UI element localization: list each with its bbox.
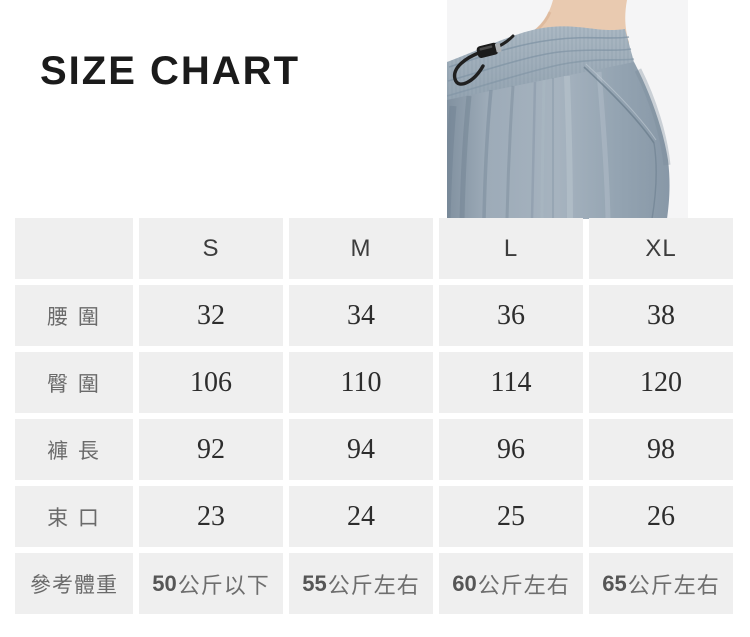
page-title: SIZE CHART	[40, 49, 300, 93]
cuff-m: 24	[289, 486, 433, 547]
waist-l: 36	[439, 285, 583, 346]
row-label-cuff: 束 口	[15, 486, 133, 547]
row-label-pant-length: 褲 長	[15, 419, 133, 480]
weight-m-unit: 公斤左右	[327, 572, 420, 598]
length-m: 94	[289, 419, 433, 480]
hip-l: 114	[439, 352, 583, 413]
length-l: 96	[439, 419, 583, 480]
weight-l-number: 60	[452, 570, 477, 596]
weight-xl: 65 公斤左右	[589, 553, 733, 614]
hip-m: 110	[289, 352, 433, 413]
waist-s: 32	[139, 285, 283, 346]
weight-s-number: 50	[152, 570, 177, 596]
cuff-xl: 26	[589, 486, 733, 547]
weight-l-unit: 公斤左右	[477, 572, 570, 598]
col-header-blank	[15, 218, 133, 279]
col-header-l: L	[439, 218, 583, 279]
row-label-waist: 腰 圍	[15, 285, 133, 346]
hip-xl: 120	[589, 352, 733, 413]
size-chart-table: S M L XL 腰 圍 32 34 36 38 臀 圍 106 110 114…	[15, 218, 733, 614]
weight-xl-unit: 公斤左右	[627, 572, 720, 598]
weight-s: 50 公斤以下	[139, 553, 283, 614]
cuff-l: 25	[439, 486, 583, 547]
pants-photo-illustration	[447, 0, 688, 219]
drawstring-toggle	[476, 42, 502, 58]
weight-xl-number: 65	[602, 570, 627, 596]
weight-m: 55 公斤左右	[289, 553, 433, 614]
row-label-hip: 臀 圍	[15, 352, 133, 413]
col-header-s: S	[139, 218, 283, 279]
length-xl: 98	[589, 419, 733, 480]
hip-s: 106	[139, 352, 283, 413]
weight-m-number: 55	[302, 570, 327, 596]
waist-m: 34	[289, 285, 433, 346]
weight-l: 60 公斤左右	[439, 553, 583, 614]
row-label-reference-weight: 參考體重	[15, 553, 133, 614]
length-s: 92	[139, 419, 283, 480]
col-header-m: M	[289, 218, 433, 279]
waist-xl: 38	[589, 285, 733, 346]
cuff-s: 23	[139, 486, 283, 547]
product-photo	[447, 0, 688, 219]
col-header-xl: XL	[589, 218, 733, 279]
weight-s-unit: 公斤以下	[177, 572, 270, 598]
